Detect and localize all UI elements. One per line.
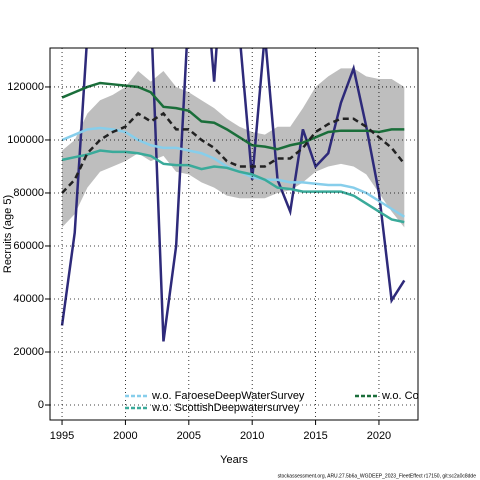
series-line xyxy=(61,149,405,224)
x-tick-label: 2005 xyxy=(177,430,201,442)
series-line xyxy=(60,48,406,342)
x-axis-label: Years xyxy=(220,454,248,466)
x-tick-label: 2015 xyxy=(303,430,327,442)
y-tick-label: 80000 xyxy=(13,187,44,199)
y-tick-label: 60000 xyxy=(13,240,44,252)
legend-label: w.o. Cor xyxy=(381,390,423,402)
y-tick-label: 20000 xyxy=(13,346,44,358)
x-tick-label: 2000 xyxy=(113,430,137,442)
plot-frame xyxy=(49,47,419,421)
plot-area xyxy=(60,48,406,342)
x-tick-label: 2020 xyxy=(367,430,391,442)
y-axis-label: Recruits (age 5) xyxy=(2,195,14,273)
series-line xyxy=(61,81,405,151)
y-tick-label: 40000 xyxy=(13,293,44,305)
footer: stockassessment.org, ARU.27.5b6a_WGDEEP_… xyxy=(278,473,477,479)
legend-label: w.o. FaroeseDeepWaterSurvey xyxy=(151,390,305,402)
y-tick-label: 0 xyxy=(38,399,44,411)
confidence-band xyxy=(62,68,405,228)
x-tick-label: 2010 xyxy=(240,430,264,442)
series-line xyxy=(61,111,406,194)
x-tick-label: 1995 xyxy=(50,430,74,442)
y-tick-label: 100000 xyxy=(7,134,44,146)
y-tick-label: 120000 xyxy=(7,81,44,93)
legend-label: w.o. ScottishDeepwatersurvey xyxy=(151,402,300,414)
